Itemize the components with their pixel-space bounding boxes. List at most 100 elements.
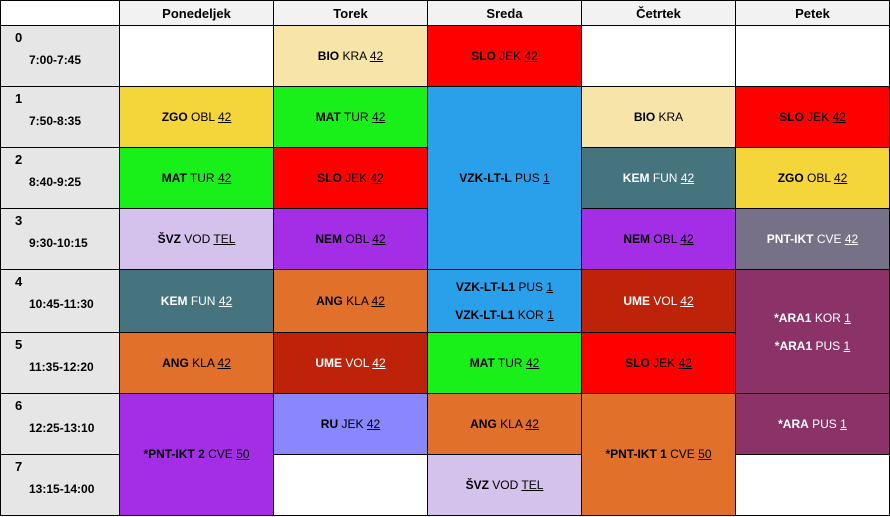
lesson-cell[interactable]: NEM OBL 42	[581, 208, 736, 271]
room-number: 42	[370, 171, 384, 186]
lesson-entry: ZGO OBL 42	[736, 171, 889, 185]
lesson-entry: ANG KLA 42	[428, 417, 581, 431]
room-number: 50	[236, 447, 250, 462]
lesson-cell[interactable]: ZGO OBL 42	[735, 147, 890, 210]
period-time: 8:40-9:25	[29, 175, 82, 190]
lesson-cell[interactable]: SLO JEK 42	[427, 24, 582, 88]
subject-code: BIO	[317, 49, 340, 64]
lesson-cell[interactable]: MAT TUR 42	[427, 331, 582, 394]
period-number: 4	[15, 274, 23, 290]
period-time: 13:15-14:00	[29, 481, 95, 496]
lesson-cell[interactable]: MAT TUR 42	[119, 147, 274, 210]
lesson-cell[interactable]: ANG KLA 42	[427, 392, 582, 455]
lesson-entry: NEM OBL 42	[274, 232, 427, 246]
teacher-code: KLA	[192, 355, 215, 370]
empty-slot	[735, 24, 890, 88]
lesson-cell[interactable]: ZGO OBL 42	[119, 86, 274, 149]
period-row: 3 9:30-10:15 ŠVZ VOD TEL NEM OBL 42 NEM …	[0, 208, 890, 271]
subject-code: KEM	[160, 294, 188, 308]
room-number: 42	[525, 416, 539, 431]
room-number: 42	[217, 355, 231, 370]
lesson-cell[interactable]: VZK-LT-L1 PUS 1 VZK-LT-L1 KOR 1	[427, 269, 582, 333]
period-cell: 1 7:50-8:35	[0, 86, 120, 149]
lesson-cell[interactable]: *ARA1 KOR 1 *ARA1 PUS 1	[735, 269, 890, 394]
lesson-cell[interactable]: BIO KRA	[581, 86, 736, 149]
lesson-cell[interactable]: UME VOL 42	[581, 269, 736, 333]
lesson-cell[interactable]: ANG KLA 42	[273, 269, 428, 333]
lesson-cell[interactable]: NEM OBL 42	[273, 208, 428, 271]
lesson-cell[interactable]: ŠVZ VOD TEL	[427, 453, 582, 517]
lesson-cell[interactable]: BIO KRA 42	[273, 24, 428, 88]
lesson-entry: BIO KRA	[582, 110, 735, 124]
period-cell: 7 13:15-14:00	[0, 453, 120, 517]
lesson-cell[interactable]: *PNT-IKT 2 CVE 50	[119, 392, 274, 517]
lesson-cell[interactable]: VZK-LT-L PUS 1	[427, 86, 582, 271]
teacher-code: OBL	[345, 232, 369, 247]
teacher-code: VOL	[345, 355, 369, 370]
subject-code: MAT	[469, 355, 495, 370]
lesson-entry: *ARA1 PUS 1	[736, 339, 889, 353]
lesson-cell[interactable]: KEM FUN 42	[119, 269, 274, 333]
teacher-code: PUS	[515, 171, 540, 186]
lesson-cell[interactable]: SLO JEK 42	[273, 147, 428, 210]
period-cell: 2 8:40-9:25	[0, 147, 120, 210]
day-header: Sreda	[427, 0, 582, 26]
teacher-code: PUS	[812, 416, 837, 431]
day-header: Četrtek	[581, 0, 736, 26]
subject-code: SLO	[625, 355, 650, 370]
room-number: 42	[680, 232, 694, 247]
room-number: 42	[217, 110, 232, 125]
teacher-code: CVE	[208, 447, 233, 462]
teacher-code: VOL	[653, 294, 677, 308]
lesson-cell[interactable]: RU JEK 42	[273, 392, 428, 455]
period-row: 7 13:15-14:00 ŠVZ VOD TEL	[0, 453, 890, 517]
lesson-cell[interactable]: SLO JEK 42	[735, 86, 890, 149]
subject-code: UME	[315, 355, 343, 370]
room-number: 1	[543, 171, 550, 186]
subject-code: VZK-LT-L	[459, 171, 512, 186]
lesson-entry: UME VOL 42	[274, 356, 427, 370]
room-number: TEL	[521, 477, 544, 492]
subject-code: SLO	[317, 171, 342, 186]
lesson-cell[interactable]: UME VOL 42	[273, 331, 428, 394]
room-number: 42	[369, 49, 384, 64]
day-header: Ponedeljek	[119, 0, 274, 26]
lesson-entry: *PNT-IKT 1 CVE 50	[582, 447, 735, 461]
room-number: 1	[840, 416, 847, 431]
lesson-cell[interactable]: SLO JEK 42	[581, 331, 736, 394]
lesson-entry: ZGO OBL 42	[120, 110, 273, 124]
lesson-cell[interactable]: ŠVZ VOD TEL	[119, 208, 274, 271]
lesson-cell[interactable]: ANG KLA 42	[119, 331, 274, 394]
period-row: 2 8:40-9:25 MAT TUR 42 SLO JEK 42 KEM FU…	[0, 147, 890, 210]
subject-code: NEM	[623, 232, 651, 247]
room-number: 42	[524, 49, 538, 64]
period-number: 1	[15, 91, 23, 107]
teacher-code: FUN	[190, 294, 216, 308]
lesson-cell[interactable]: *PNT-IKT 1 CVE 50	[581, 392, 736, 517]
teacher-code: KRA	[658, 110, 684, 125]
teacher-code: VOD	[184, 232, 211, 247]
lesson-entry: KEM FUN 42	[582, 171, 735, 185]
period-number: 6	[15, 397, 23, 413]
period-row: 0 7:00-7:45 BIO KRA 42 SLO JEK 42	[0, 24, 890, 88]
room-number: 42	[371, 110, 386, 125]
period-number: 5	[15, 336, 23, 352]
lesson-entry: RU JEK 42	[274, 417, 427, 431]
teacher-code: TUR	[497, 355, 523, 370]
period-cell: 5 11:35-12:20	[0, 331, 120, 394]
lesson-cell[interactable]: *ARA PUS 1	[735, 392, 890, 455]
lesson-entry: ANG KLA 42	[120, 356, 273, 370]
subject-code: KEM	[622, 171, 650, 186]
lesson-cell[interactable]: KEM FUN 42	[581, 147, 736, 210]
lesson-cell[interactable]: MAT TUR 42	[273, 86, 428, 149]
subject-code: PNT-IKT	[766, 232, 814, 247]
teacher-code: KLA	[346, 294, 369, 308]
subject-code: RU	[320, 416, 339, 431]
subject-code: *PNT-IKT 1	[605, 447, 667, 462]
subject-code: SLO	[779, 110, 804, 125]
lesson-entry: SLO JEK 42	[736, 110, 889, 124]
teacher-code: JEK	[345, 171, 368, 186]
lesson-cell[interactable]: PNT-IKT CVE 42	[735, 208, 890, 271]
subject-code: VZK-LT-L1	[455, 280, 516, 294]
